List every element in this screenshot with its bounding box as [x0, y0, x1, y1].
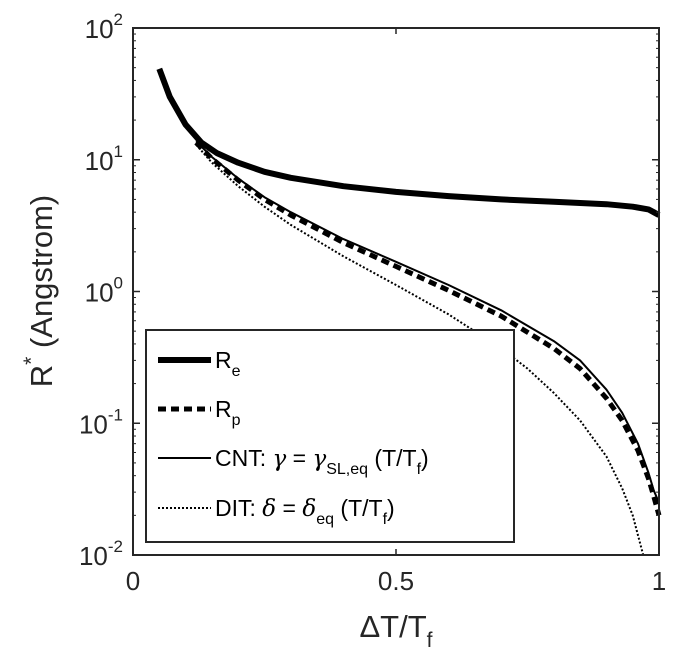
series-line-cnt	[195, 140, 660, 503]
legend-label-rp: Rp	[215, 396, 241, 429]
x-tick-label: 0.5	[378, 566, 414, 596]
x-tick-label: 0	[126, 566, 140, 596]
x-tick-label: 1	[652, 566, 666, 596]
legend-label-dit: DIT: δ = δeq (T/Tf)	[215, 495, 395, 528]
y-tick-label: 101	[85, 142, 123, 176]
x-axis-label: ΔT/Tf	[359, 609, 432, 652]
y-tick-label: 100	[85, 274, 123, 308]
y-axis-label: R* (Angstrom)	[20, 195, 59, 388]
legend: Re Rp CNT: γ = γSL,eq (T/Tf) DIT: δ = δe…	[145, 329, 515, 543]
y-tick-label: 10-1	[79, 405, 123, 439]
tick-group: 0 0.5 1 10-2 10-1 100 101 102	[79, 10, 666, 596]
legend-label-cnt: CNT: γ = γSL,eq (T/Tf)	[215, 445, 429, 478]
y-tick-label: 102	[85, 10, 123, 44]
plot-frame	[132, 27, 660, 556]
series-line-r-p	[194, 140, 662, 516]
series-line-r-e	[156, 67, 661, 218]
legend-label-re: Re	[215, 347, 241, 380]
legend-box	[145, 329, 515, 543]
y-tick-label: 10-2	[79, 537, 123, 571]
